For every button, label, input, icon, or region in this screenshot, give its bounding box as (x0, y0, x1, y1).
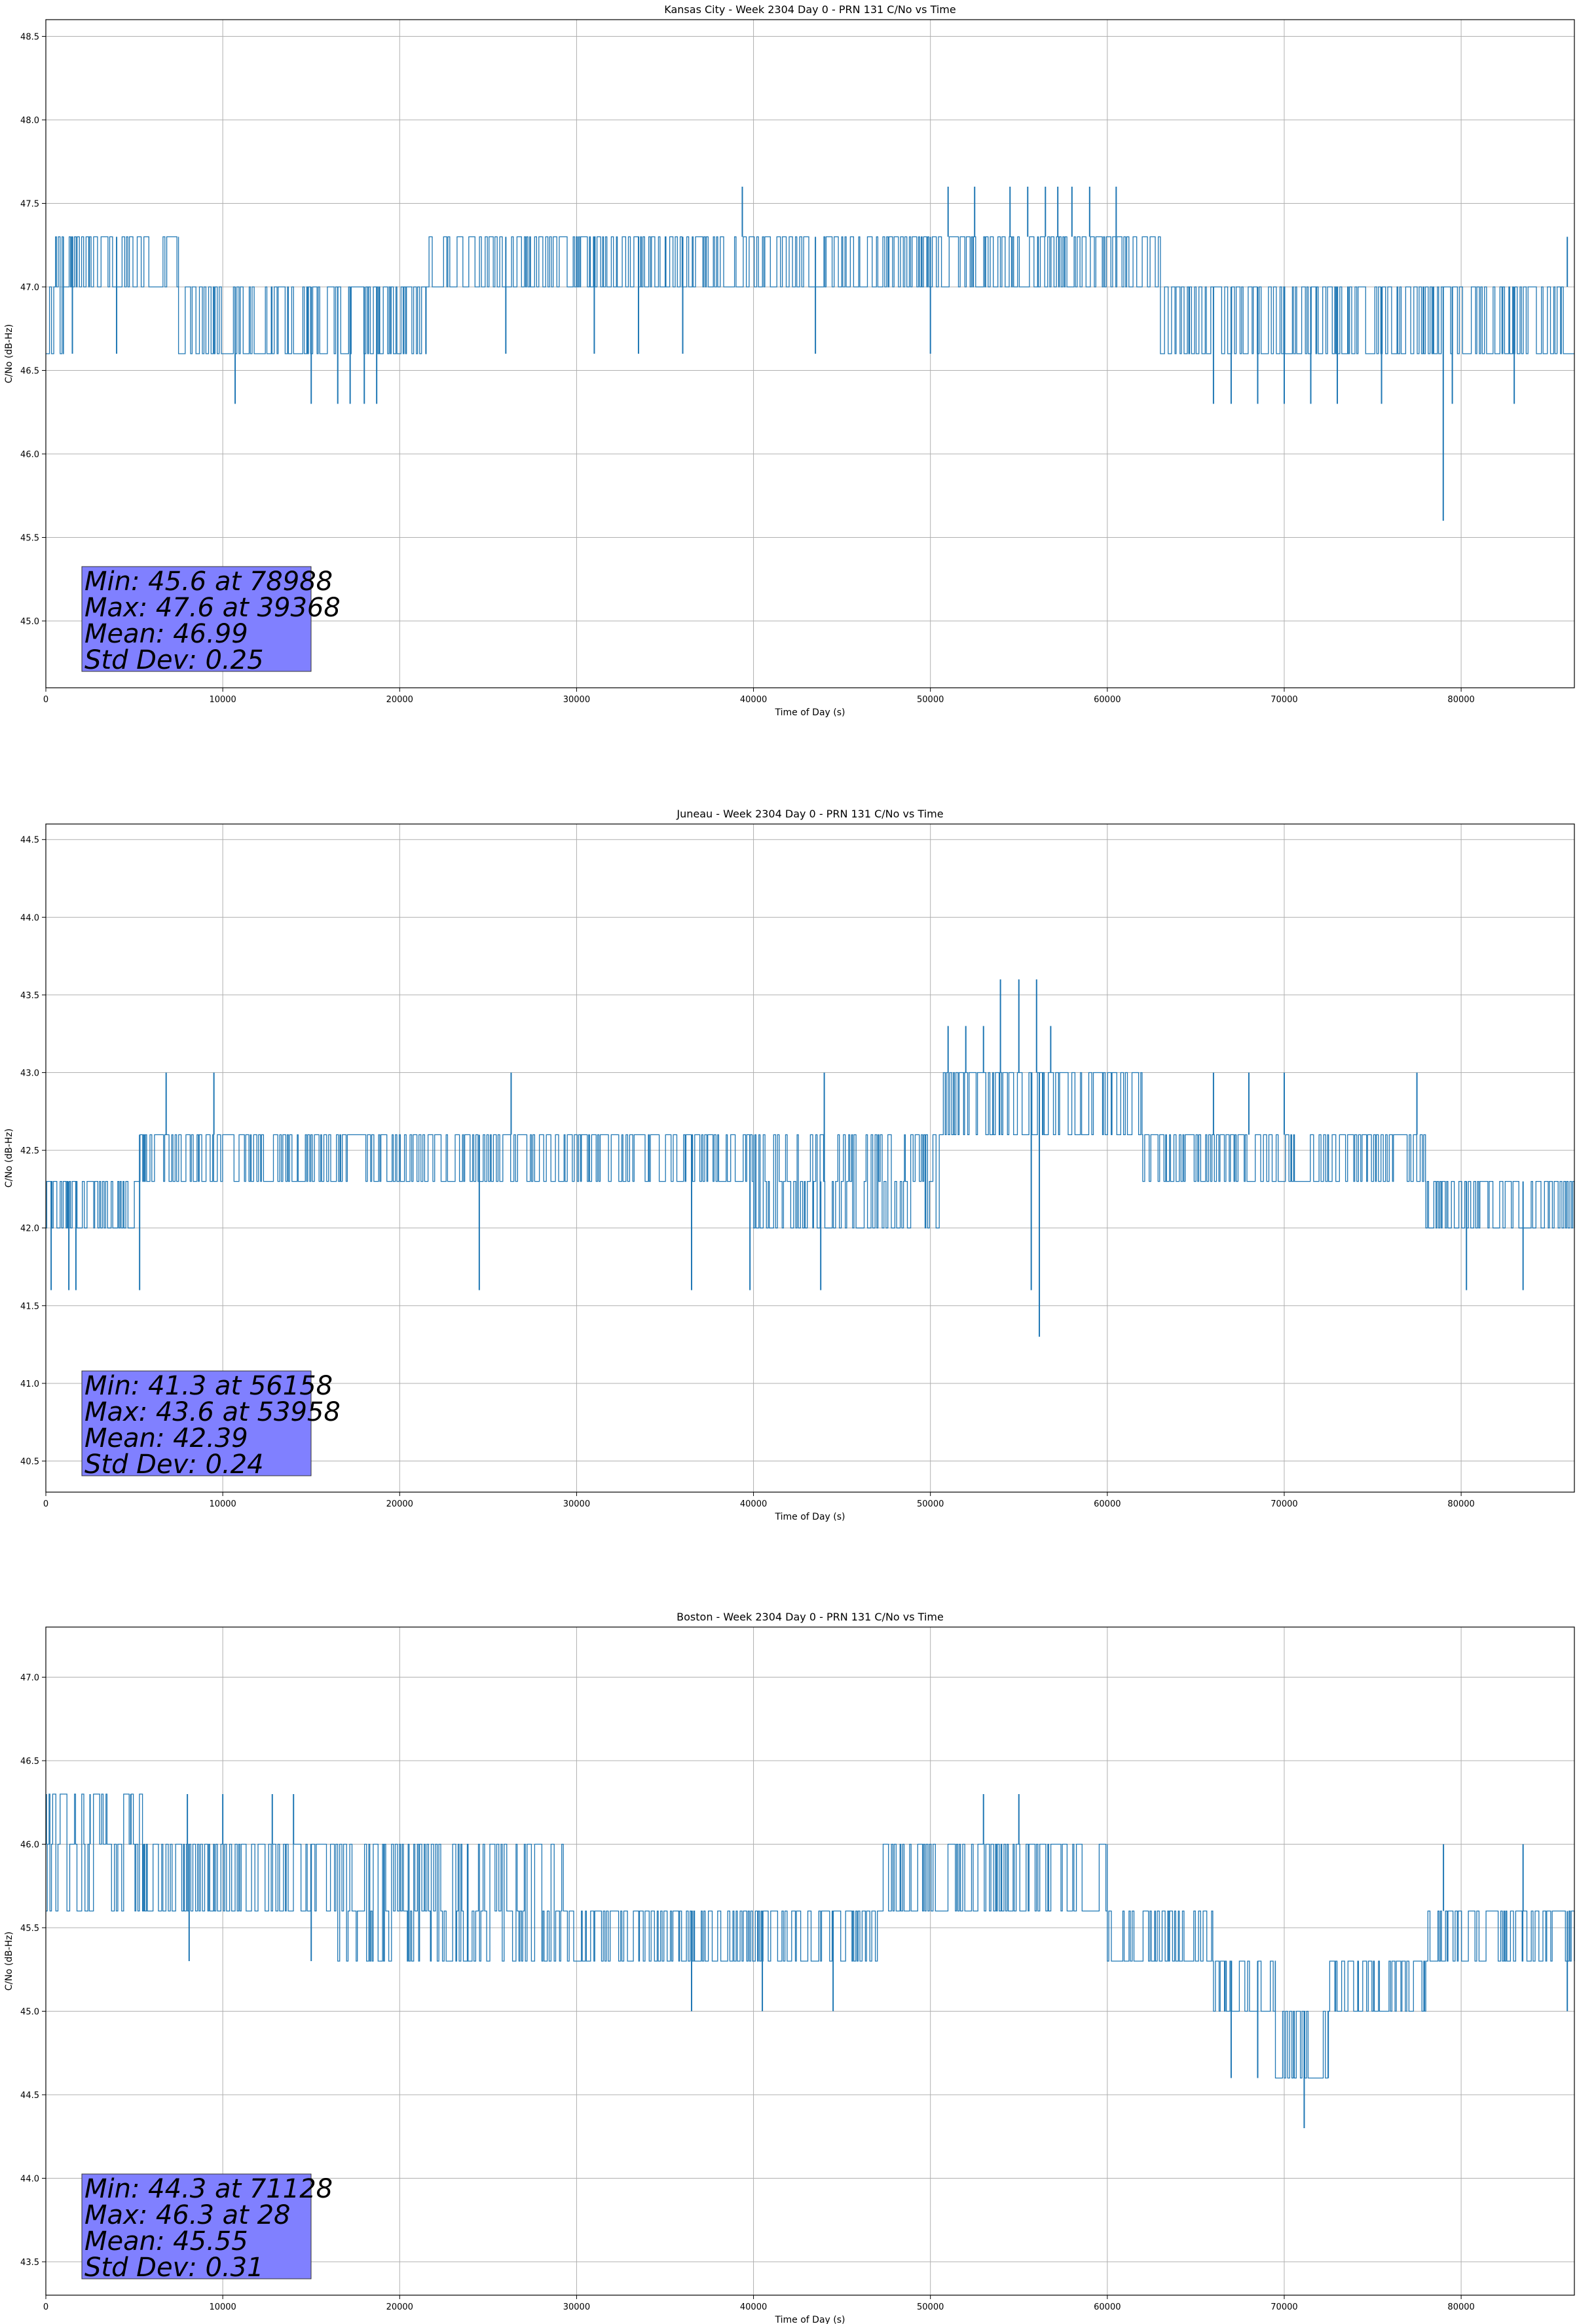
y-tick-label: 40.5 (20, 1457, 39, 1467)
x-tick-label: 30000 (563, 2302, 590, 2312)
stats-line: Mean: 46.99 (84, 619, 248, 649)
subplot: Juneau - Week 2304 Day 0 - PRN 131 C/No … (4, 808, 1575, 1522)
x-tick-label: 20000 (386, 1499, 413, 1509)
x-tick-label: 40000 (740, 2302, 767, 2312)
y-axis-label: C/No (dB-Hz) (4, 1932, 14, 1991)
axes-frame (45, 823, 1575, 1493)
y-tick-label: 44.0 (20, 913, 39, 923)
stats-line: Min: 45.6 at 78988 (84, 567, 333, 597)
stats-box (81, 2173, 312, 2279)
y-tick-label: 47.0 (20, 1674, 39, 1683)
y-tick-label: 48.0 (20, 116, 39, 126)
x-tick-label: 80000 (1447, 1499, 1474, 1509)
x-tick-label: 60000 (1094, 2302, 1121, 2312)
y-tick-label: 45.0 (20, 2008, 39, 2017)
cno-series-line (46, 1072, 1575, 1229)
stats-line: Max: 46.3 at 28 (84, 2200, 290, 2230)
y-tick-label: 42.5 (20, 1146, 39, 1156)
y-tick-label: 43.5 (20, 2258, 39, 2268)
y-tick-label: 42.0 (20, 1224, 39, 1234)
y-tick-label: 45.0 (20, 617, 39, 627)
stats-line: Mean: 45.55 (84, 2226, 248, 2257)
x-tick-label: 70000 (1271, 695, 1297, 705)
x-tick-label: 80000 (1447, 695, 1474, 705)
x-tick-label: 40000 (740, 695, 767, 705)
y-tick-label: 46.5 (20, 367, 39, 377)
y-tick-label: 43.5 (20, 991, 39, 1001)
y-tick-label: 44.5 (20, 836, 39, 846)
y-tick-label: 48.5 (20, 33, 39, 43)
x-tick-label: 10000 (209, 695, 236, 705)
stats-line: Max: 47.6 at 39368 (84, 593, 341, 623)
stats-line: Min: 41.3 at 56158 (84, 1371, 333, 1401)
x-tick-label: 50000 (917, 1499, 944, 1509)
x-tick-label: 10000 (209, 1499, 236, 1509)
x-tick-label: 50000 (917, 2302, 944, 2312)
x-tick-label: 10000 (209, 2302, 236, 2312)
chart-title: Juneau - Week 2304 Day 0 - PRN 131 C/No … (676, 808, 943, 820)
y-tick-label: 46.0 (20, 1841, 39, 1850)
x-tick-label: 70000 (1271, 2302, 1297, 2312)
y-tick-label: 44.5 (20, 2091, 39, 2101)
chart-title: Kansas City - Week 2304 Day 0 - PRN 131 … (664, 3, 955, 16)
x-tick-label: 30000 (563, 1499, 590, 1509)
x-tick-label: 20000 (386, 2302, 413, 2312)
x-tick-label: 60000 (1094, 1499, 1121, 1509)
axes-frame (45, 19, 1575, 688)
y-tick-label: 41.5 (20, 1302, 39, 1311)
subplot: Boston - Week 2304 Day 0 - PRN 131 C/No … (4, 1611, 1575, 2324)
stats-line: Std Dev: 0.25 (84, 645, 264, 675)
y-tick-label: 45.5 (20, 1924, 39, 1934)
y-axis-label: C/No (dB-Hz) (4, 1129, 14, 1188)
y-tick-label: 46.5 (20, 1757, 39, 1767)
x-tick-label: 70000 (1271, 1499, 1297, 1509)
x-tick-label: 50000 (917, 695, 944, 705)
stats-box (81, 1370, 312, 1476)
subplot: Kansas City - Week 2304 Day 0 - PRN 131 … (4, 3, 1575, 718)
x-axis-label: Time of Day (s) (775, 2315, 845, 2324)
stats-box (81, 566, 312, 672)
y-tick-label: 47.5 (20, 200, 39, 210)
x-tick-label: 60000 (1094, 695, 1121, 705)
x-tick-label: 0 (43, 695, 48, 705)
x-axis-label: Time of Day (s) (775, 707, 845, 718)
x-tick-label: 20000 (386, 695, 413, 705)
x-tick-label: 0 (43, 1499, 48, 1509)
y-axis-label: C/No (dB-Hz) (4, 324, 14, 383)
cno-series-line (46, 236, 1574, 354)
x-tick-label: 80000 (1447, 2302, 1474, 2312)
stats-line: Min: 44.3 at 71128 (84, 2174, 333, 2204)
y-tick-label: 41.0 (20, 1379, 39, 1389)
stats-line: Max: 43.6 at 53958 (84, 1397, 341, 1427)
chart-title: Boston - Week 2304 Day 0 - PRN 131 C/No … (677, 1611, 944, 1623)
stats-line: Std Dev: 0.31 (84, 2253, 264, 2283)
x-axis-label: Time of Day (s) (775, 1512, 845, 1522)
x-tick-label: 40000 (740, 1499, 767, 1509)
axes-frame (45, 1626, 1575, 2296)
x-tick-label: 30000 (563, 695, 590, 705)
cno-series-line (46, 1793, 1575, 2079)
x-tick-label: 0 (43, 2302, 48, 2312)
y-tick-label: 44.0 (20, 2175, 39, 2184)
stats-line: Mean: 42.39 (84, 1423, 248, 1453)
y-tick-label: 43.0 (20, 1069, 39, 1079)
stats-line: Std Dev: 0.24 (84, 1450, 264, 1480)
y-tick-label: 45.5 (20, 534, 39, 544)
y-tick-label: 47.0 (20, 283, 39, 293)
y-tick-label: 46.0 (20, 450, 39, 460)
